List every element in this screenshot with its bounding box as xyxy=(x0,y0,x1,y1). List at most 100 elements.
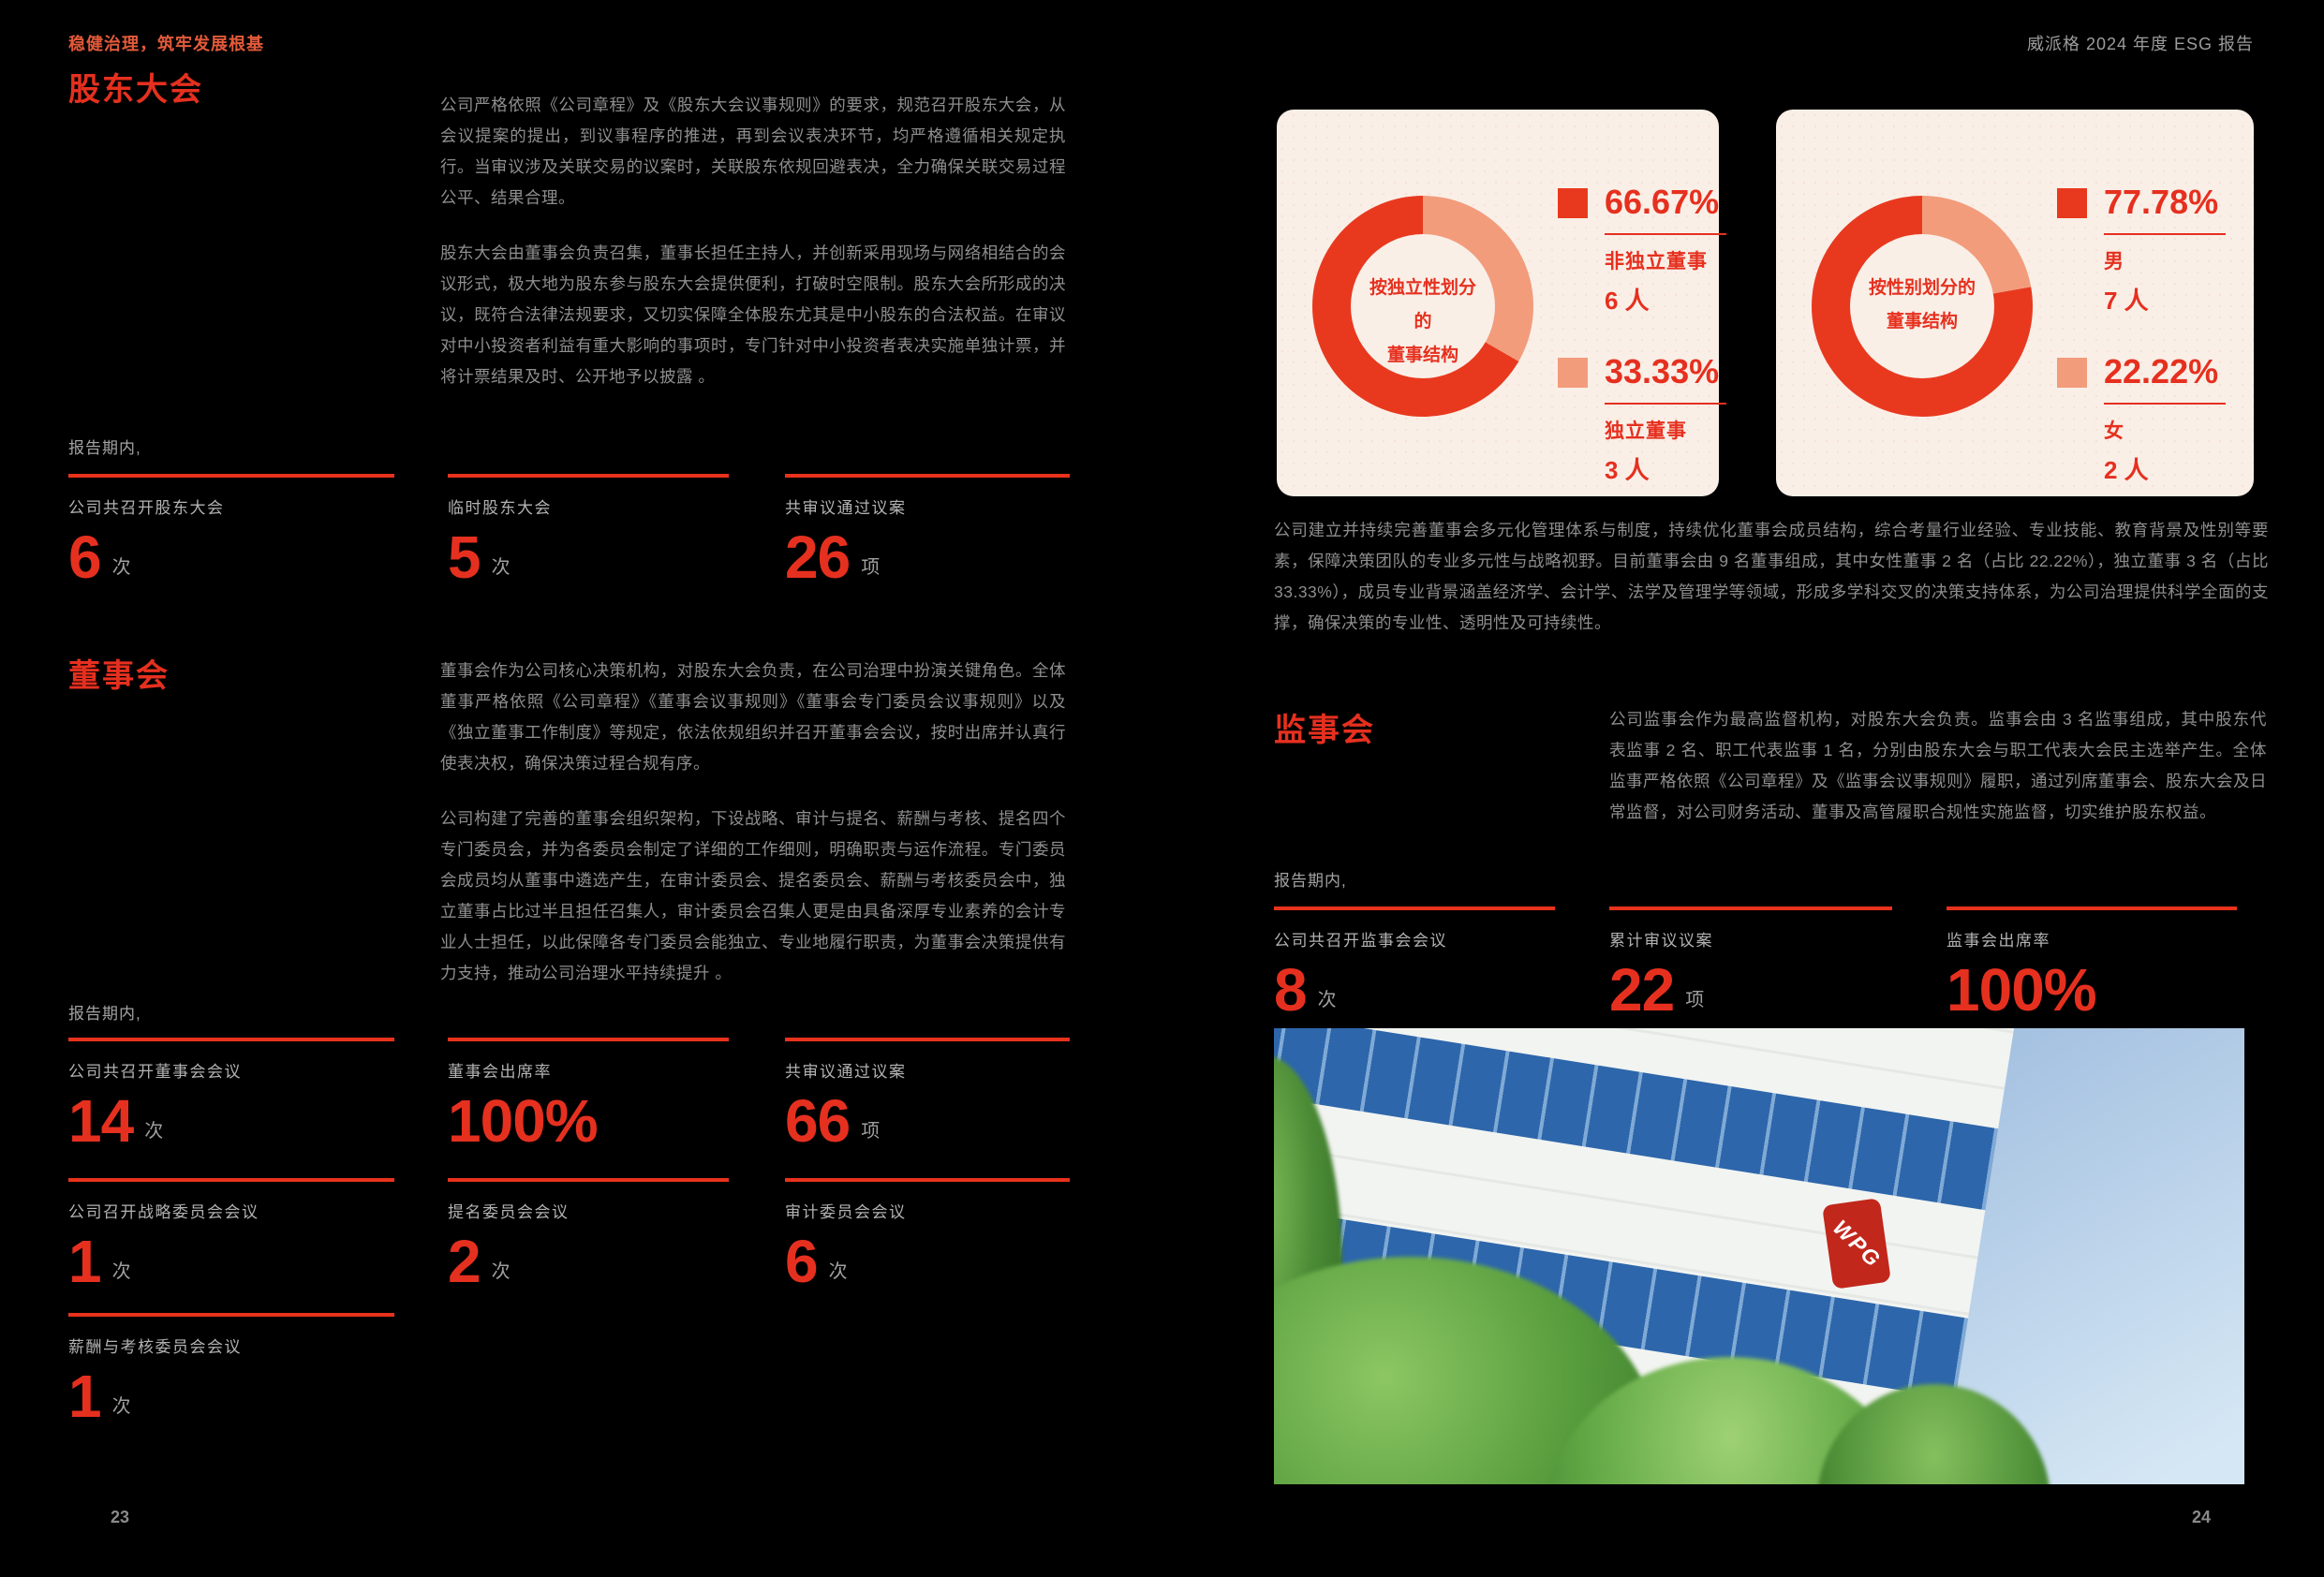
legend-item: 66.67% 非独立董事 6 人 xyxy=(1558,183,1726,317)
donut-center-label-line1: 按独立性划分的 xyxy=(1369,278,1476,332)
stat-label: 公司召开战略委员会会议 xyxy=(68,1203,259,1221)
legend-item: 77.78% 男 7 人 xyxy=(2057,183,2226,317)
stat-label: 公司共召开股东大会 xyxy=(68,499,225,517)
legend-label: 女 xyxy=(2104,420,2124,442)
stat-number: 100% xyxy=(1947,956,2097,1024)
stat-number: 2 xyxy=(448,1228,481,1295)
legend-swatch xyxy=(1558,358,1588,388)
legend-label: 独立董事 xyxy=(1605,420,1687,442)
stat-label: 公司共召开董事会会议 xyxy=(68,1063,242,1081)
legend-count: 2 人 xyxy=(2104,456,2149,484)
legend-percent: 22.22% xyxy=(2104,352,2226,405)
legend-percent: 33.33% xyxy=(1605,352,1726,405)
section-title-shareholders-meeting: 股东大会 xyxy=(68,72,203,108)
section-title-supervisory-board: 监事会 xyxy=(1274,713,1375,748)
donut-center-label: 按性别划分的 董事结构 xyxy=(1867,272,1977,339)
stat-unit: 次 xyxy=(1317,990,1337,1011)
stat-unit: 次 xyxy=(111,557,131,579)
stat-number: 8 xyxy=(1274,956,1308,1024)
stat-board-proposals: 共审议通过议案 66 项 xyxy=(785,1038,1070,1155)
chart-card-gender: 按性别划分的 董事结构 77.78% 男 7 人 22.22% 女 2 人 xyxy=(1776,110,2254,496)
legend: 77.78% 男 7 人 22.22% 女 2 人 xyxy=(2057,183,2226,522)
chart-card-independence: 按独立性划分的 董事结构 66.67% 非独立董事 6 人 33.33% 独立董… xyxy=(1277,110,1726,496)
stat-number: 100% xyxy=(448,1087,599,1155)
stat-label: 累计审议议案 xyxy=(1609,932,1713,950)
stat-unit: 项 xyxy=(861,557,881,579)
legend-swatch xyxy=(2057,188,2087,218)
legend-item: 22.22% 女 2 人 xyxy=(2057,352,2226,486)
paragraph: 公司构建了完善的董事会组织架构，下设战略、审计与提名、薪酬与考核、提名四个专门委… xyxy=(440,809,1066,982)
stat-number: 1 xyxy=(68,1363,102,1430)
stat-number: 6 xyxy=(785,1228,819,1295)
stat-label: 审计委员会会议 xyxy=(785,1203,907,1221)
stat-unit: 次 xyxy=(828,1261,848,1283)
period-label: 报告期内, xyxy=(1274,872,1347,890)
paragraph: 公司严格依照《公司章程》及《股东大会议事规则》的要求，规范召开股东大会，从会议提… xyxy=(440,96,1066,207)
stat-unit: 项 xyxy=(1685,990,1705,1011)
legend-count: 3 人 xyxy=(1605,456,1650,484)
donut-center-label-line2: 董事结构 xyxy=(1886,312,1958,332)
donut-chart-independence: 按独立性划分的 董事结构 xyxy=(1312,196,1533,417)
stat-supervisory-proposals: 累计审议议案 22 项 xyxy=(1609,906,1892,1024)
donut-center-label-line2: 董事结构 xyxy=(1386,346,1458,365)
stat-label: 公司共召开监事会会议 xyxy=(1274,932,1447,950)
donut-center-label-line1: 按性别划分的 xyxy=(1868,278,1976,298)
wpg-logo-text: WPG xyxy=(1827,1215,1886,1273)
stat-label: 提名委员会会议 xyxy=(448,1203,570,1221)
stat-unit: 次 xyxy=(111,1396,131,1418)
stat-supervisory-attendance: 监事会出席率 100% xyxy=(1947,906,2237,1024)
stat-number: 66 xyxy=(785,1087,851,1155)
stat-label: 董事会出席率 xyxy=(448,1063,552,1081)
stat-unit: 次 xyxy=(491,557,511,579)
paragraph: 董事会作为公司核心决策机构，对股东大会负责，在公司治理中扮演关键角色。全体董事严… xyxy=(440,661,1066,773)
stat-label: 监事会出席率 xyxy=(1947,932,2050,950)
period-label: 报告期内, xyxy=(68,1005,141,1023)
paragraph: 股东大会由董事会负责召集，董事长担任主持人，并创新采用现场与网络相结合的会议形式… xyxy=(440,243,1066,386)
legend-label: 非独立董事 xyxy=(1605,251,1708,273)
page-number-left: 23 xyxy=(111,1508,130,1526)
stat-board-meetings: 公司共召开董事会会议 14 次 xyxy=(68,1038,394,1151)
donut-center-label: 按独立性划分的 董事结构 xyxy=(1368,272,1478,373)
board-paragraphs: 董事会作为公司核心决策机构，对股东大会负责，在公司治理中扮演关键角色。全体董事严… xyxy=(440,656,1066,1013)
stat-unit: 次 xyxy=(144,1121,164,1142)
stat-number: 26 xyxy=(785,523,851,591)
supervisory-paragraph: 公司监事会作为最高监督机构，对股东大会负责。监事会由 3 名监事组成，其中股东代… xyxy=(1609,704,2267,852)
stat-number: 22 xyxy=(1609,956,1675,1024)
paragraph: 公司监事会作为最高监督机构，对股东大会负责。监事会由 3 名监事组成，其中股东代… xyxy=(1609,710,2267,821)
legend-swatch xyxy=(2057,358,2087,388)
stat-number: 1 xyxy=(68,1228,102,1295)
donut-hole: 按独立性划分的 董事结构 xyxy=(1351,234,1495,378)
stat-label: 共审议通过议案 xyxy=(785,499,907,517)
stat-unit: 次 xyxy=(491,1261,511,1283)
report-title: 威派格 2024 年度 ESG 报告 xyxy=(2026,35,2254,53)
legend: 66.67% 非独立董事 6 人 33.33% 独立董事 3 人 xyxy=(1558,183,1726,522)
stat-proposals-passed: 共审议通过议案 26 项 xyxy=(785,474,1070,591)
stat-number: 6 xyxy=(68,523,102,591)
legend-count: 7 人 xyxy=(2104,287,2149,315)
legend-label: 男 xyxy=(2104,251,2124,273)
building-photo: WPG xyxy=(1274,1028,2244,1484)
stat-unit: 次 xyxy=(111,1261,131,1283)
stat-label: 临时股东大会 xyxy=(448,499,552,517)
stat-board-attendance: 董事会出席率 100% xyxy=(448,1038,729,1155)
stat-unit: 项 xyxy=(861,1121,881,1142)
donut-hole: 按性别划分的 董事结构 xyxy=(1850,234,1994,378)
paragraph: 公司建立并持续完善董事会多元化管理体系与制度，持续优化董事会成员结构，综合考量行… xyxy=(1274,521,2269,632)
period-label: 报告期内, xyxy=(68,439,141,457)
legend-percent: 77.78% xyxy=(2104,183,2226,235)
section-title-board: 董事会 xyxy=(68,658,170,694)
page-number-right: 24 xyxy=(2192,1508,2212,1526)
legend-count: 6 人 xyxy=(1605,287,1650,315)
breadcrumb: 稳健治理，筑牢发展根基 xyxy=(68,35,264,53)
stat-label: 共审议通过议案 xyxy=(785,1063,907,1081)
stat-number: 5 xyxy=(448,523,481,591)
shareholders-paragraphs: 公司严格依照《公司章程》及《股东大会议事规则》的要求，规范召开股东大会，从会议提… xyxy=(440,90,1066,417)
donut-chart-gender: 按性别划分的 董事结构 xyxy=(1812,196,2033,417)
